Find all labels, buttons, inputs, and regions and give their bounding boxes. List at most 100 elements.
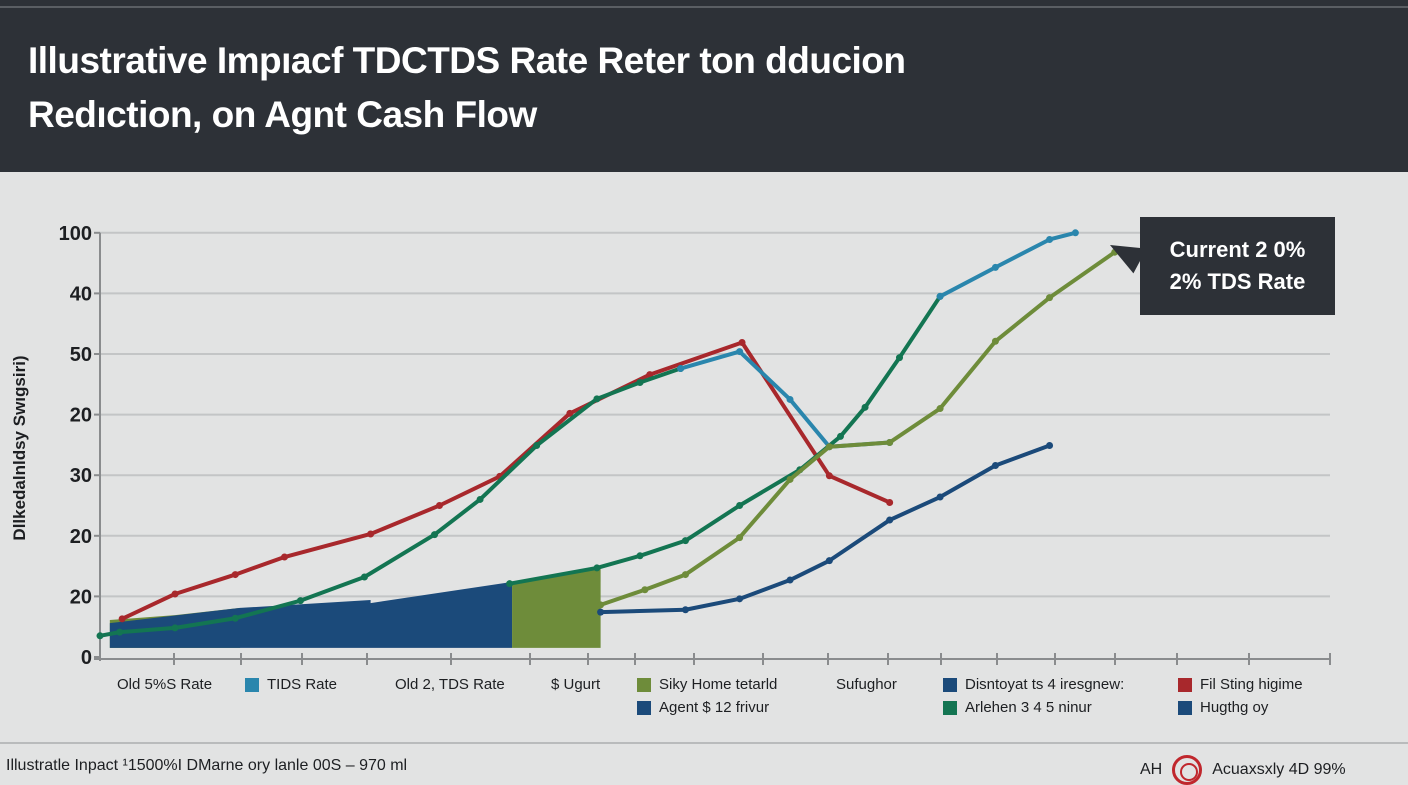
- y-tick-label: 0: [81, 647, 92, 669]
- data-point-green: [861, 403, 869, 411]
- data-point-green: [476, 495, 484, 503]
- data-point-olive: [936, 405, 944, 413]
- data-point-olive: [786, 475, 794, 483]
- data-point-olive: [641, 586, 649, 594]
- legend-item: Old 2, TDS Rate: [395, 676, 505, 693]
- legend-item: Disntoyat ts 4 iresgnew:: [943, 676, 1124, 693]
- series-line-olive: [599, 250, 1116, 607]
- data-point-teal: [1046, 235, 1054, 243]
- data-point-olive: [825, 443, 833, 451]
- legend-item: Fil Sting higime: [1178, 676, 1303, 693]
- data-point-red: [435, 502, 443, 509]
- legend-swatch: [943, 700, 957, 715]
- footer-caption: Illustratle Inpact ¹1500%I DMarne ory la…: [6, 757, 408, 774]
- data-point-navy: [936, 493, 944, 501]
- legend-label: Siky Home tetarld: [659, 676, 778, 693]
- legend-label: Sufughor: [836, 676, 897, 693]
- legend-item: Agent $ 12 frivur: [637, 699, 769, 716]
- data-point-green: [171, 624, 179, 632]
- legend-item: Arlehen 3 4 5 ninur: [943, 699, 1092, 716]
- data-point-olive: [1046, 294, 1054, 302]
- data-point-green: [296, 597, 304, 605]
- legend-label: Agent $ 12 frivur: [659, 699, 770, 716]
- legend-label: Arlehen 3 4 5 ninur: [965, 699, 1092, 716]
- data-point-green: [231, 614, 239, 622]
- footer-right-text: Acuaxsxly 4D 99%: [1212, 761, 1346, 778]
- data-point-green: [681, 537, 689, 545]
- data-point-teal: [991, 263, 999, 271]
- y-tick-label: 50: [70, 344, 92, 366]
- data-point-green: [593, 395, 601, 403]
- chart-title: Illustrative Impıacf TDCTDS Rate Reter t…: [28, 34, 906, 142]
- data-point-olive: [597, 601, 605, 609]
- legend-item: Siky Home tetarld: [637, 676, 777, 693]
- legend-item: Old 5%S Rate: [117, 676, 212, 693]
- y-tick-label: 20: [70, 526, 92, 548]
- data-point-navy: [736, 595, 744, 603]
- data-point-teal: [1071, 229, 1079, 237]
- area-olive: [512, 566, 601, 648]
- data-point-green: [736, 502, 744, 509]
- data-point-green: [896, 354, 903, 362]
- footer-source: AH Acuaxsxly 4D 99%: [1140, 755, 1346, 785]
- data-point-green: [636, 552, 644, 560]
- data-point-teal: [736, 348, 744, 356]
- legend-item: $ Ugurt: [551, 676, 600, 693]
- data-point-olive: [991, 337, 999, 345]
- series-line-green: [99, 366, 682, 638]
- y-tick-label: 30: [70, 465, 92, 487]
- data-point-green: [431, 531, 439, 539]
- data-point-teal: [677, 365, 685, 373]
- data-point-navy: [991, 462, 999, 470]
- series-line-teal: [939, 230, 1076, 299]
- y-axis-label: Dllkedalnldsy Swıgsiri): [10, 355, 29, 541]
- y-tick-label: 40: [70, 283, 92, 305]
- callout-line-1: Current 2 0%: [1169, 237, 1306, 262]
- data-point-teal: [786, 395, 794, 403]
- series-line-teal: [680, 349, 890, 449]
- data-point-green: [506, 580, 514, 588]
- data-point-red: [566, 409, 574, 417]
- footer-divider: [0, 742, 1408, 744]
- legend-swatch: [637, 700, 651, 715]
- legend-label: TIDS Rate: [267, 676, 338, 693]
- legend-label: $ Ugurt: [551, 676, 601, 693]
- data-point-navy: [681, 606, 689, 614]
- legend-swatch: [245, 677, 259, 692]
- series-line-red: [121, 340, 891, 621]
- y-tick-label: 20: [70, 586, 92, 608]
- line-chart: 0 20 20 30 20 50 40 100: [59, 223, 1331, 669]
- footer-prefix: AH: [1140, 761, 1163, 778]
- data-point-red: [886, 498, 894, 506]
- data-point-red: [367, 530, 375, 538]
- data-point-olive: [886, 438, 894, 446]
- data-point-green: [593, 564, 601, 572]
- data-point-teal: [936, 292, 944, 300]
- data-point-navy: [1046, 442, 1054, 450]
- area-navy: [109, 581, 513, 648]
- red-ring-logo-icon: [1172, 755, 1203, 785]
- annotation-callout: Current 2 0% 2% TDS Rate: [1140, 217, 1335, 315]
- data-point-olive: [736, 534, 744, 542]
- data-point-green: [96, 632, 104, 640]
- title-line-2: Redıction, on Agnt Cash Flow: [28, 94, 537, 135]
- legend-item: Sufughor: [836, 676, 897, 693]
- data-point-green: [360, 573, 368, 581]
- legend-item: TIDS Rate: [245, 676, 337, 693]
- callout-line-2: 2% TDS Rate: [1169, 269, 1306, 294]
- header: Illustrative Impıacf TDCTDS Rate Reter t…: [0, 0, 1408, 172]
- legend-swatch: [943, 677, 957, 692]
- data-point-red: [231, 571, 239, 579]
- series-line-green: [509, 295, 942, 586]
- data-point-red: [118, 615, 126, 623]
- data-point-red: [171, 590, 179, 598]
- data-point-red: [738, 338, 746, 346]
- legend-label: Hugthg oy: [1200, 699, 1269, 716]
- data-point-olive: [1111, 248, 1119, 256]
- header-top-divider: [0, 6, 1408, 8]
- legend-swatch: [637, 677, 651, 692]
- legend-swatch: [1178, 677, 1192, 692]
- title-line-1: Illustrative Impıacf TDCTDS Rate Reter t…: [28, 40, 906, 81]
- legend-item: Hugthg oy: [1178, 699, 1268, 716]
- legend-label: Old 5%S Rate: [117, 676, 213, 693]
